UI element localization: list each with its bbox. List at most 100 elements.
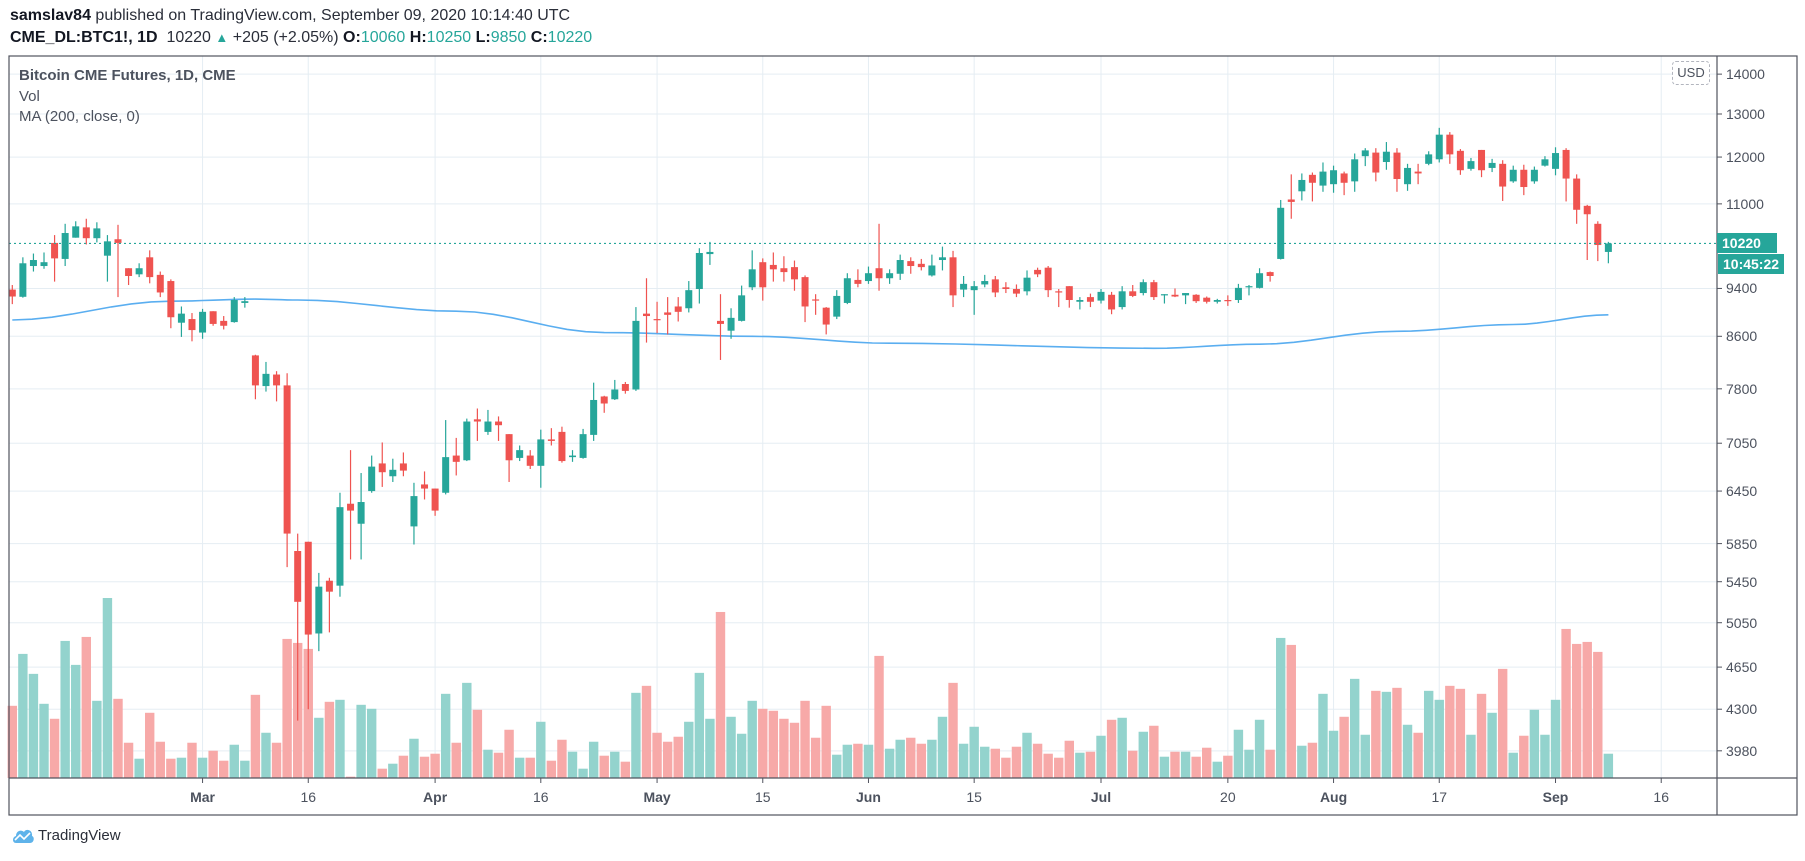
volume-bar — [1476, 693, 1487, 778]
volume-bar — [1233, 729, 1244, 778]
candle-down — [526, 450, 534, 470]
candle-body — [1203, 297, 1211, 302]
volume-bar — [1117, 717, 1127, 778]
candle-up — [61, 223, 69, 267]
candle-down — [421, 471, 429, 500]
publish-info: samslav84 published on TradingView.com, … — [10, 7, 570, 25]
candle-body — [1478, 149, 1486, 171]
candle-body — [769, 264, 777, 270]
candle-up — [537, 429, 545, 488]
candle-body — [1583, 205, 1591, 215]
candle-body — [19, 263, 27, 297]
author-name[interactable]: samslav84 — [10, 7, 91, 24]
candle-body — [1361, 150, 1369, 157]
volume-bar — [28, 673, 39, 778]
candle-down — [1499, 160, 1507, 201]
currency-badge[interactable]: USD — [1672, 61, 1710, 85]
candle-up — [1552, 147, 1560, 176]
candle-body — [82, 227, 90, 239]
candle-down — [1266, 271, 1274, 282]
open-label: O: — [343, 29, 361, 46]
candle-down — [1583, 204, 1591, 261]
volume-bar — [1001, 757, 1011, 778]
price-axis-label: 8600 — [1726, 328, 1758, 345]
candle-body — [378, 463, 386, 473]
volume-bar — [1508, 752, 1518, 778]
volume-bar — [271, 742, 282, 778]
candle-body — [653, 319, 661, 321]
volume-bar — [631, 692, 641, 778]
candle-body — [1213, 300, 1221, 302]
candle-body — [72, 226, 80, 238]
candle-up — [1160, 294, 1168, 304]
candle-body — [29, 260, 37, 267]
candle-body — [146, 257, 154, 278]
candle-body — [230, 300, 238, 323]
candle-body — [93, 228, 101, 239]
candle-body — [1382, 151, 1390, 163]
candle-up — [886, 269, 894, 284]
candle-body — [716, 320, 724, 324]
candle-down — [1224, 295, 1232, 306]
candle-up — [864, 266, 872, 284]
volume-bar — [895, 739, 905, 778]
candle-body — [748, 269, 756, 288]
volume-bar — [1445, 685, 1455, 778]
legend-ma[interactable]: MA (200, close, 0) — [19, 108, 140, 125]
candle-down — [716, 294, 724, 360]
candle-down — [399, 452, 407, 477]
candle-up — [896, 254, 904, 280]
candle-body — [1044, 267, 1052, 291]
up-triangle-icon: ▲ — [215, 30, 229, 45]
high-value: 10250 — [426, 29, 472, 46]
candle-body — [1171, 294, 1179, 297]
legend-title[interactable]: Bitcoin CME Futures, 1D, CME — [19, 67, 236, 84]
volume-bar — [588, 741, 599, 778]
high-label: H: — [409, 29, 427, 46]
price-axis-label: 5850 — [1726, 535, 1758, 552]
volume-bar — [1202, 747, 1212, 778]
candle-body — [1224, 300, 1232, 302]
candle-body — [780, 268, 788, 273]
volume-bar — [39, 703, 49, 778]
candle-body — [114, 239, 122, 243]
candle-up — [19, 257, 27, 298]
candle-up — [315, 572, 323, 652]
candle-body — [1573, 178, 1581, 210]
candle-down — [991, 275, 999, 298]
candle-up — [569, 450, 577, 462]
candle-down — [1086, 293, 1094, 308]
candle-up — [357, 473, 365, 560]
candle-up — [843, 273, 851, 305]
volume-bar — [1054, 757, 1064, 778]
volume-bar — [937, 716, 948, 778]
volume-bar — [113, 698, 123, 778]
candle-up — [336, 492, 344, 597]
candle-body — [1160, 294, 1168, 296]
candle-body — [960, 283, 968, 290]
time-axis-label: Mar — [190, 789, 215, 805]
candle-body — [907, 261, 915, 267]
candle-down — [1108, 291, 1116, 315]
candle-body — [738, 295, 746, 321]
candle-down — [1414, 163, 1422, 185]
candle-body — [368, 466, 376, 492]
candle-up — [177, 306, 185, 337]
volume-bar — [810, 737, 821, 778]
volume-bar — [219, 760, 229, 778]
volume-bar — [1223, 755, 1233, 778]
candle-body — [347, 503, 355, 511]
volume-bar — [409, 738, 419, 778]
candle-up — [1330, 165, 1338, 193]
candle-body — [812, 299, 820, 301]
candle-body — [1319, 171, 1327, 186]
tradingview-logo[interactable]: TradingView — [12, 826, 121, 844]
candle-up — [938, 246, 946, 271]
volume-bar — [1434, 699, 1444, 778]
legend-volume[interactable]: Vol — [19, 88, 40, 105]
candle-up — [706, 241, 714, 265]
candle-up — [241, 297, 249, 308]
volume-bar — [884, 748, 895, 778]
candle-up — [960, 275, 968, 298]
